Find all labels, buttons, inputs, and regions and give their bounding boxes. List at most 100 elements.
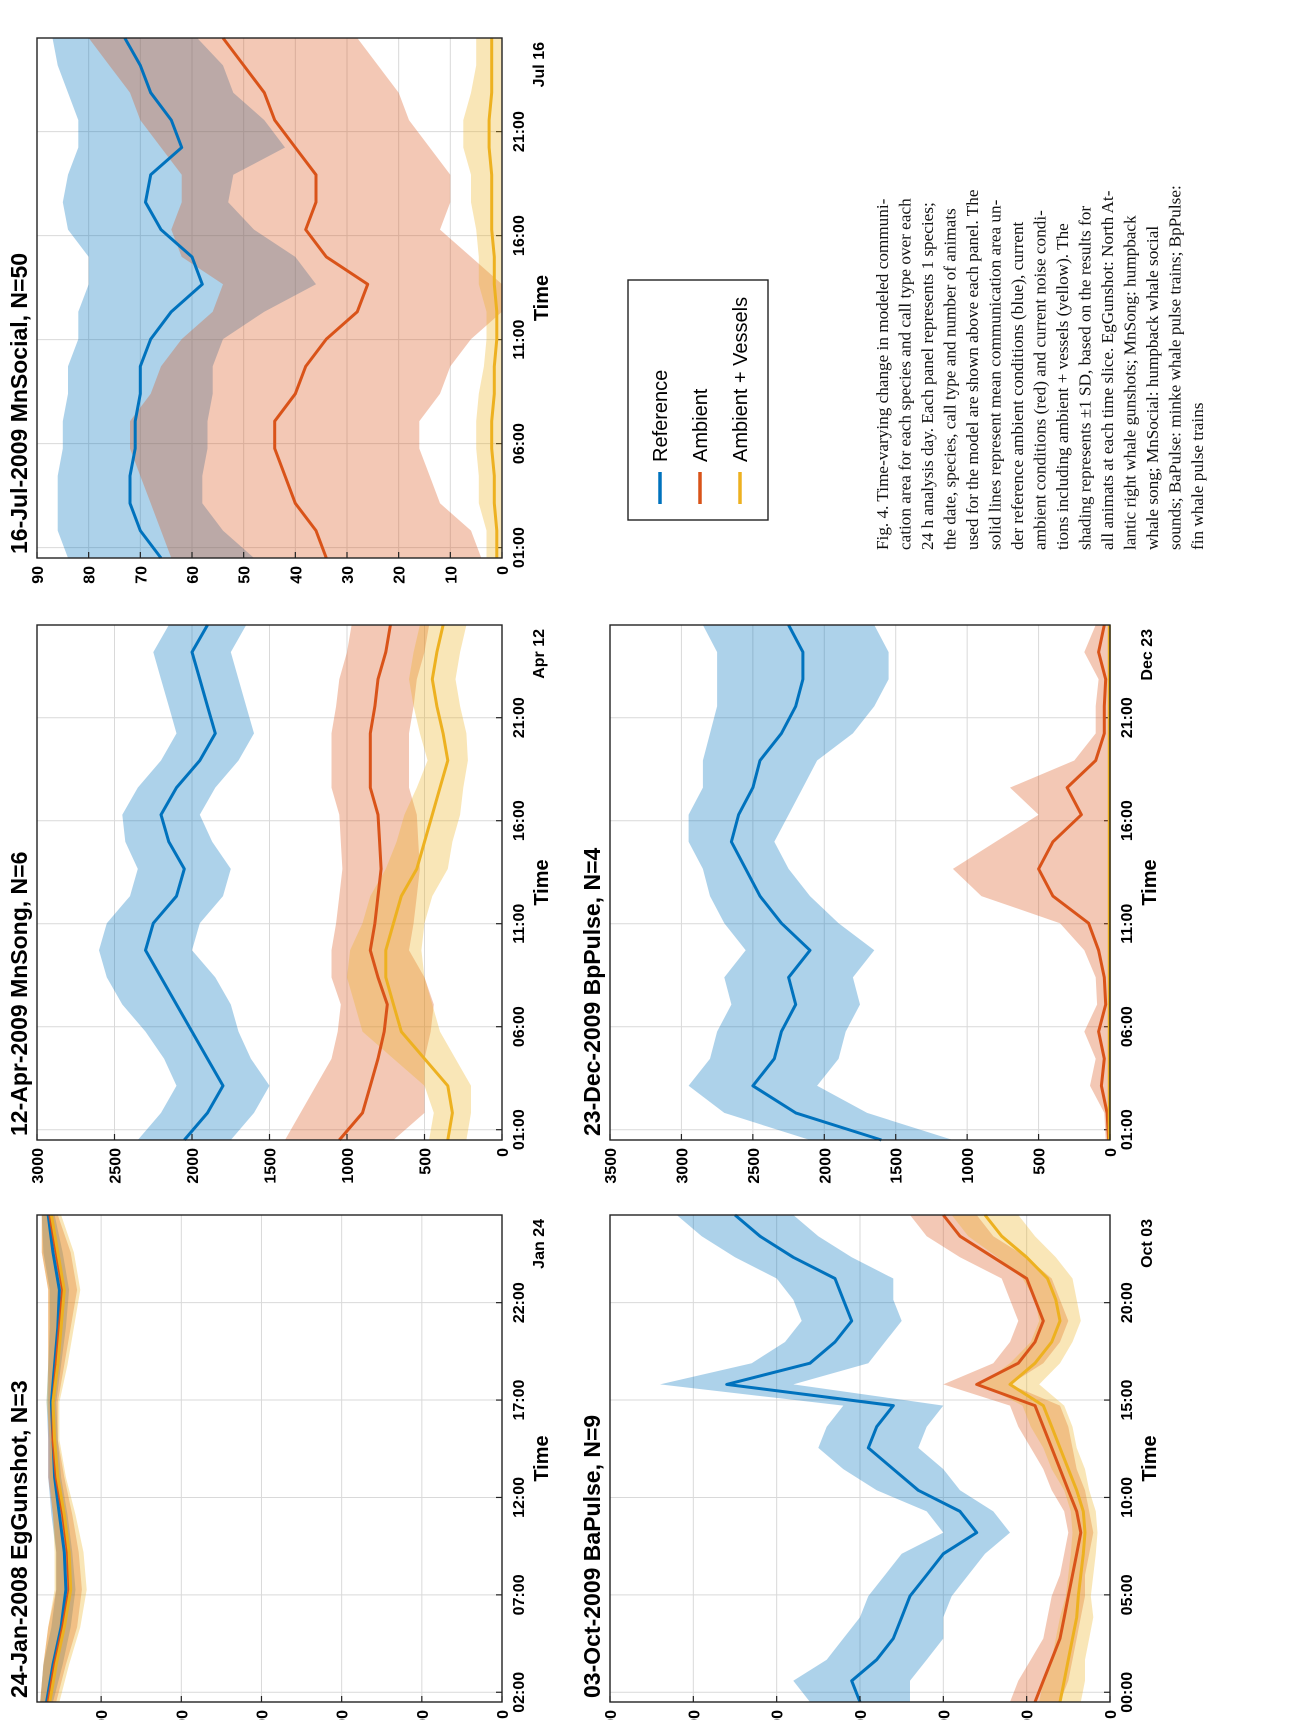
y-tick-label: 90 (30, 566, 47, 584)
y-tick-label: 3000 (30, 1148, 47, 1184)
y-tick-label: 2000 (185, 1148, 202, 1184)
sd-band (52, 38, 316, 558)
y-tick-label: 70 (133, 566, 150, 584)
x-tick-label: 20:00 (1119, 1282, 1136, 1323)
y-tick-label: 0 (495, 1710, 512, 1719)
panel-title: 24-Jan-2008 EgGunshot, N=3 (6, 1380, 32, 1698)
y-tick-label: 500 (1032, 1148, 1049, 1175)
chart-panel: 01:00 06:00 11:00 16:00 21:00 0 10 20 30 40 50 60 70… (6, 37, 553, 584)
y-tick-label: 2000 (174, 1710, 191, 1720)
sd-band (688, 625, 953, 1140)
caption-line: shading represents ±1 SD, based on the r… (1076, 206, 1095, 550)
plot-frame (36, 37, 503, 559)
x-tick-label: 10:00 (1119, 1477, 1136, 1518)
series-line (338, 624, 392, 1141)
series-line (123, 37, 204, 559)
caption-line: solid lines represent mean communication… (986, 199, 1005, 550)
series-line (983, 1214, 1087, 1703)
series-line (144, 624, 225, 1141)
caption-line: 24 h analysis day. Each panel represents… (918, 202, 937, 550)
x-tick-label: 11:00 (511, 904, 528, 944)
x-tick-label: 16:00 (1119, 800, 1136, 841)
x-tick-label: 12:00 (511, 1477, 528, 1518)
chart-panel: 02:00 07:00 12:00 17:00 22:00 0 500 1000 1500 200… (6, 1214, 553, 1720)
caption-line: all animats at each time slice. EgGunsho… (1098, 190, 1117, 550)
y-tick-label: 2500 (94, 1710, 111, 1720)
plot-frame (36, 1214, 503, 1703)
legend-label: Reference (650, 370, 672, 462)
caption-line: tions including ambient + vessels (yello… (1053, 223, 1072, 550)
series-line (48, 1214, 73, 1703)
x-axis-label: Time (531, 859, 553, 905)
y-tick-label: 400 (770, 1710, 787, 1720)
plot-frame (36, 624, 503, 1141)
y-tick-label: 500 (686, 1710, 703, 1720)
sd-band (88, 38, 502, 558)
x-tick-label: 16:00 (511, 800, 528, 841)
series-line (221, 37, 370, 559)
y-tick-label: 0 (495, 1148, 512, 1157)
x-tick-label: 06:00 (1119, 1006, 1136, 1047)
y-tick-label: 20 (392, 566, 409, 584)
series-line (942, 1214, 1083, 1703)
x-tick-label: 21:00 (511, 111, 528, 152)
series-line (487, 38, 499, 558)
y-tick-label: 0 (1103, 1710, 1120, 1719)
x-axis-label: Time (1139, 859, 1161, 905)
upright-page: 02:0007:0012:0017:0022:00050010001500200… (6, 37, 1207, 1720)
y-tick-label: 1500 (889, 1148, 906, 1184)
panel-title: 16-Jul-2009 MnSocial, N=50 (6, 253, 32, 554)
y-tick-label: 10 (443, 566, 460, 584)
x-axis-label: Time (531, 275, 553, 321)
x-tick-label: 01:00 (511, 1109, 528, 1150)
sd-band (952, 625, 1110, 1140)
caption-line: sounds; BaPulse: minke whale pulse train… (1166, 185, 1185, 550)
series-line (729, 624, 882, 1142)
legend-label: Ambient (690, 388, 712, 462)
sd-band (40, 1215, 87, 1702)
panel-title: 03-Oct-2009 BaPulse, N=9 (579, 1415, 605, 1698)
y-tick-label: 30 (340, 566, 357, 584)
y-tick-label: 1500 (254, 1710, 271, 1720)
y-tick-label: 0 (495, 566, 512, 575)
x-tick-label: 16:00 (511, 215, 528, 256)
date-label: Dec 23 (1139, 629, 1156, 681)
legend-box (627, 279, 769, 521)
x-tick-label: 06:00 (511, 423, 528, 464)
caption-line: Fig. 4. Time-varying change in modeled c… (873, 198, 892, 550)
panel-title: 12-Apr-2009 MnSong, N=6 (6, 852, 32, 1136)
y-tick-label: 80 (82, 566, 99, 584)
series-line (384, 624, 454, 1141)
caption-line: used for the model are shown above each … (963, 189, 982, 550)
x-tick-label: 00:00 (1119, 1672, 1136, 1713)
y-tick-label: 3500 (603, 1148, 620, 1184)
y-tick-label: 1000 (960, 1148, 977, 1184)
y-tick-label: 2500 (746, 1148, 763, 1184)
x-tick-label: 21:00 (511, 697, 528, 738)
y-tick-label: 60 (185, 566, 202, 584)
y-tick-label: 2000 (817, 1148, 834, 1184)
x-tick-label: 15:00 (1119, 1379, 1136, 1420)
y-tick-label: 600 (603, 1710, 620, 1720)
chart-panel: 01:00 06:00 11:00 16:00 21:00 0 500 1000 1500 200… (579, 624, 1161, 1184)
sd-band (951, 1215, 1098, 1702)
x-tick-label: 01:00 (511, 527, 528, 568)
y-tick-label: 0 (1103, 1148, 1120, 1157)
x-tick-label: 21:00 (1119, 697, 1136, 738)
legend: Reference Ambient Ambient + Vessels (627, 279, 769, 521)
y-tick-label: 2500 (108, 1148, 125, 1184)
x-axis-label: Time (1139, 1435, 1161, 1481)
y-tick-label: 1500 (263, 1148, 280, 1184)
chart-panel: 01:00 06:00 11:00 16:00 21:00 0 500 1000 1500 200… (6, 624, 553, 1184)
figure-caption: Fig. 4. Time-varying change in modeled c… (873, 185, 1207, 550)
sd-band (99, 625, 270, 1140)
x-tick-label: 07:00 (511, 1574, 528, 1615)
date-label: Jan 24 (531, 1219, 548, 1269)
plot-frame (609, 1214, 1111, 1703)
caption-line: der reference ambient conditions (blue),… (1008, 221, 1027, 550)
x-axis-label: Time (531, 1435, 553, 1481)
caption-line: whale song; MnSocial: humpback whale soc… (1143, 226, 1162, 550)
y-tick-label: 3000 (674, 1148, 691, 1184)
caption-line: cation area for each species and call ty… (896, 198, 915, 550)
x-tick-label: 11:00 (511, 319, 528, 359)
